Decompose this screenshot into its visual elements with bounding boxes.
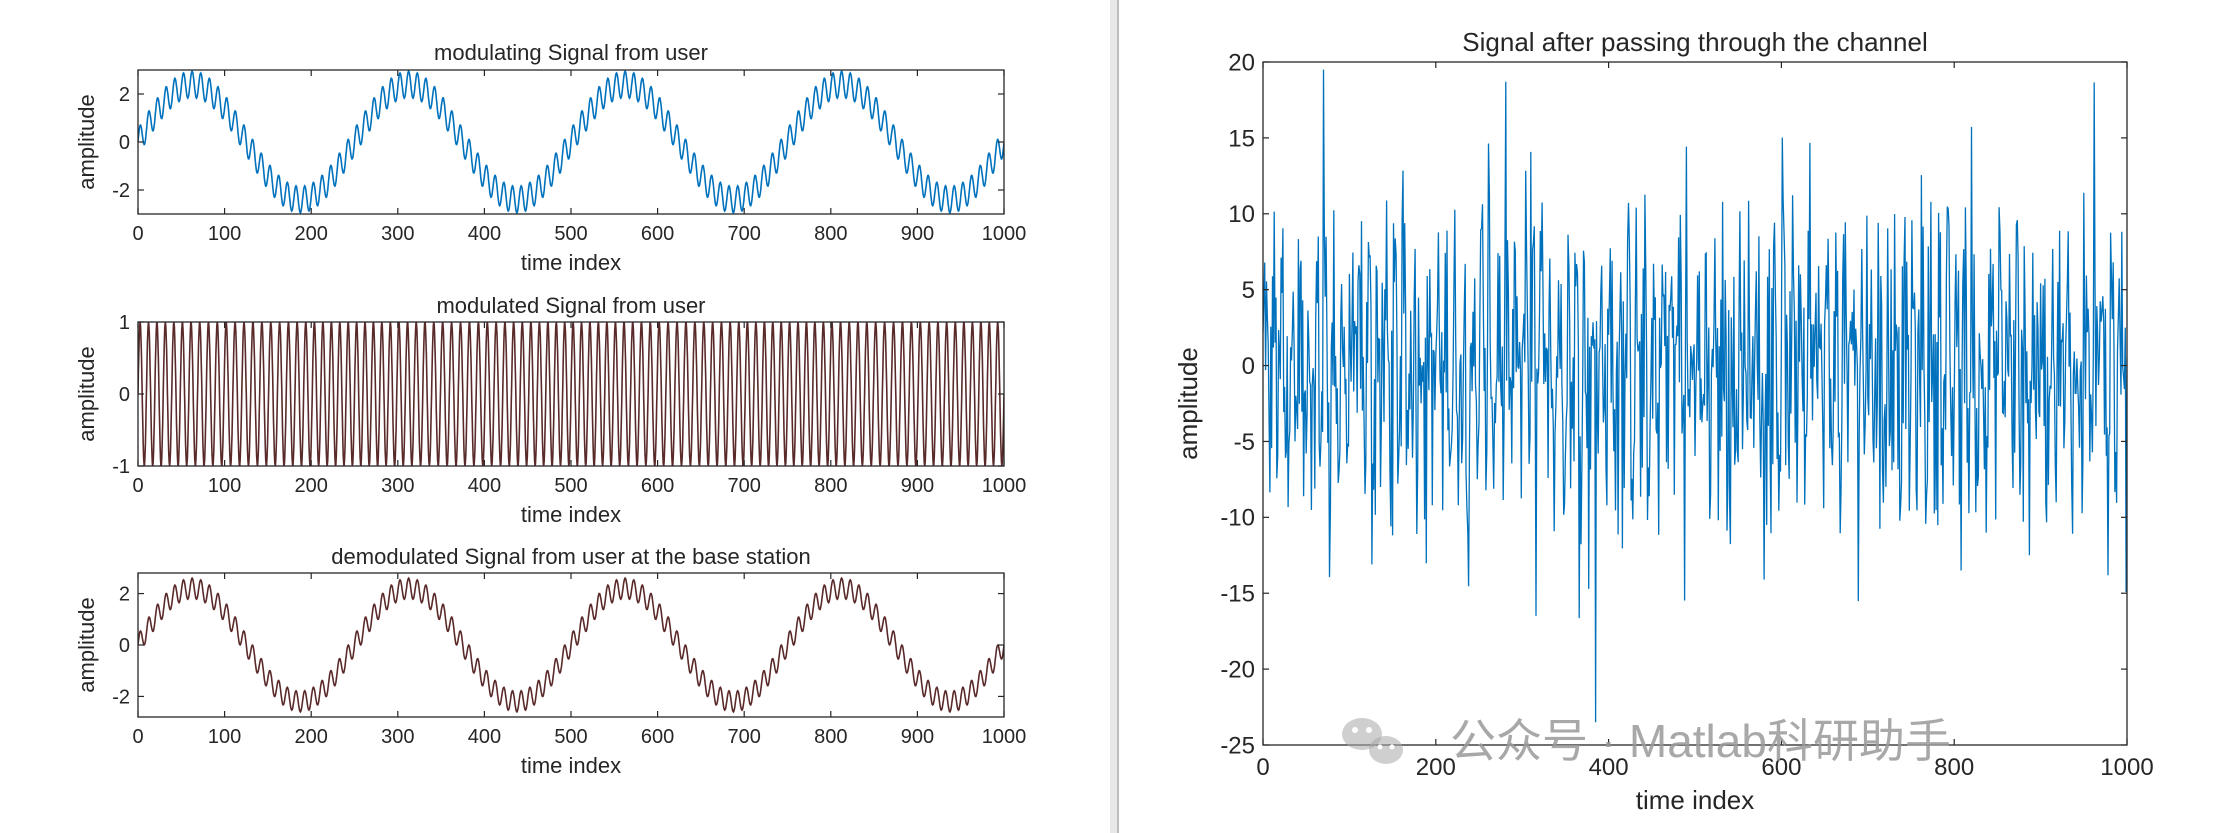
x-tick-label: 200 [295, 475, 328, 497]
x-tick-label: 0 [132, 726, 143, 748]
x-tick-label: 600 [1761, 754, 1801, 781]
x-axis-label: time index [521, 250, 621, 275]
y-tick-label: 0 [119, 635, 130, 657]
y-tick-label: -25 [1220, 732, 1255, 759]
x-tick-label: 400 [468, 726, 501, 748]
x-tick-label: 0 [132, 223, 143, 245]
x-tick-label: 900 [901, 726, 934, 748]
x-tick-label: 0 [132, 475, 143, 497]
x-tick-label: 900 [901, 223, 934, 245]
y-tick-label: -10 [1220, 505, 1255, 532]
x-tick-label: 1000 [2100, 754, 2153, 781]
x-tick-label: 500 [554, 475, 587, 497]
x-axis-label: time index [521, 502, 621, 527]
plot-modulating: 0 100 200 300 400 500 600 700 800 900 1000-202modu… [74, 40, 1026, 275]
window-edge [1117, 0, 1119, 833]
y-tick-label: 20 [1228, 49, 1255, 76]
x-tick-label: 800 [814, 726, 847, 748]
x-tick-label: 0 [1256, 754, 1269, 781]
x-tick-label: 200 [295, 726, 328, 748]
x-tick-label: 300 [381, 223, 414, 245]
chart-title: Signal after passing through the channel [1462, 27, 1927, 57]
x-tick-label: 1000 [982, 223, 1027, 245]
watermark: 公众号 · Matlab科研助手 [1342, 715, 1951, 767]
axes-box [1262, 61, 2128, 746]
x-tick-label: 400 [468, 475, 501, 497]
watermark-text: 公众号 · Matlab科研助手 [1450, 715, 1951, 767]
x-tick-label: 600 [641, 475, 674, 497]
x-tick-label: 500 [554, 223, 587, 245]
y-tick-label: 0 [119, 132, 130, 154]
x-tick-label: 200 [1416, 754, 1456, 781]
y-tick-label: 2 [119, 584, 130, 606]
y-tick-label: 10 [1228, 201, 1255, 228]
chart-title: demodulated Signal from user at the base… [331, 544, 810, 569]
y-tick-label: -20 [1220, 657, 1255, 684]
y-tick-label: 5 [1242, 277, 1255, 304]
y-axis-label: amplitude [1173, 347, 1203, 460]
x-tick-label: 600 [641, 223, 674, 245]
x-tick-label: 400 [1589, 754, 1629, 781]
x-tick-label: 700 [728, 726, 761, 748]
x-tick-label: 700 [728, 475, 761, 497]
x-tick-label: 400 [468, 223, 501, 245]
y-tick-label: -5 [1234, 429, 1255, 456]
y-tick-label: -1 [112, 456, 130, 478]
x-tick-label: 1000 [982, 726, 1027, 748]
x-tick-label: 100 [208, 726, 241, 748]
plot-channel: 0 200 400 600 800 1000 -25 -20 -15 -10 -5 0 5 10 15 20 S… [1173, 27, 2154, 815]
x-tick-label: 100 [208, 475, 241, 497]
y-axis-label: amplitude [74, 94, 99, 189]
y-tick-label: 15 [1228, 125, 1255, 152]
plot-modulated: 0 100 200 300 400 500 600 700 800 900 1000-101modu… [74, 293, 1026, 527]
series-line [138, 322, 1004, 466]
x-axis-label: time index [1636, 785, 1755, 815]
x-tick-label: 900 [901, 475, 934, 497]
wechat-icon [1342, 718, 1403, 764]
series-line [138, 70, 1004, 214]
x-tick-label: 500 [554, 726, 587, 748]
x-axis-label: time index [521, 753, 621, 778]
x-tick-label: 800 [814, 475, 847, 497]
y-axis-label: amplitude [74, 597, 99, 692]
y-tick-label: -2 [112, 686, 130, 708]
y-tick-label: 1 [119, 312, 130, 334]
window-divider [1110, 0, 1118, 833]
x-tick-label: 800 [814, 223, 847, 245]
x-tick-label: 300 [381, 475, 414, 497]
x-tick-label: 200 [295, 223, 328, 245]
y-tick-label: 0 [1242, 353, 1255, 380]
chart-title: modulated Signal from user [436, 293, 705, 318]
y-tick-label: -15 [1220, 581, 1255, 608]
x-tick-label: 600 [641, 726, 674, 748]
x-tick-label: 300 [381, 726, 414, 748]
chart-title: modulating Signal from user [434, 40, 708, 65]
y-tick-label: 0 [119, 384, 130, 406]
y-tick-label: -2 [112, 180, 130, 202]
x-tick-label: 100 [208, 223, 241, 245]
x-tick-label: 800 [1934, 754, 1974, 781]
series-line [1263, 69, 2127, 723]
y-tick-label: 2 [119, 84, 130, 106]
y-axis-label: amplitude [74, 346, 99, 441]
x-tick-label: 700 [728, 223, 761, 245]
x-tick-label: 1000 [982, 475, 1027, 497]
plot-demodulated: 0 100 200 300 400 500 600 700 800 900 1000-202demo… [74, 544, 1026, 778]
series-line [138, 576, 1004, 714]
